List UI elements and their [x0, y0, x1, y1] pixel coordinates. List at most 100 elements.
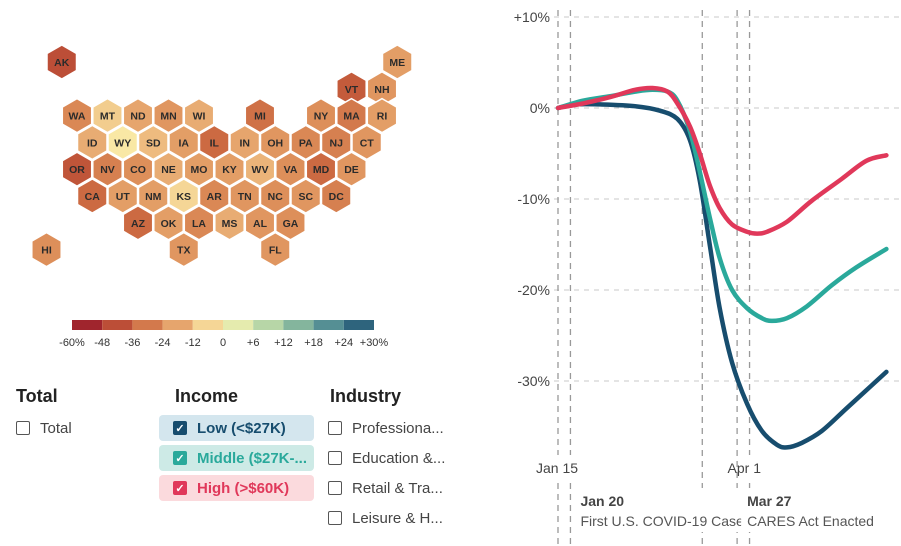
state-hex-wi[interactable]: WI: [183, 97, 215, 134]
state-hex-wa[interactable]: WA: [61, 97, 93, 134]
state-hex-shape[interactable]: [168, 178, 200, 214]
state-hex-shape[interactable]: [290, 124, 322, 161]
state-hex-ga[interactable]: GA: [275, 204, 306, 241]
state-hex-ia[interactable]: IA: [168, 124, 200, 161]
state-hex-de[interactable]: DE: [336, 151, 367, 188]
state-hex-va[interactable]: VA: [275, 151, 306, 188]
state-hex-shape[interactable]: [198, 124, 230, 161]
state-hex-shape[interactable]: [92, 151, 123, 188]
checkbox-checked-icon[interactable]: ✓: [173, 451, 187, 465]
state-hex-shape[interactable]: [153, 97, 184, 134]
state-hex-mt[interactable]: MT: [92, 97, 123, 134]
state-hex-ca[interactable]: CA: [76, 178, 108, 214]
state-hex-shape[interactable]: [153, 151, 184, 188]
state-hex-ri[interactable]: RI: [366, 97, 398, 134]
state-hex-shape[interactable]: [122, 97, 154, 134]
state-hex-co[interactable]: CO: [122, 151, 154, 188]
state-hex-shape[interactable]: [92, 97, 123, 134]
state-hex-shape[interactable]: [183, 97, 215, 134]
state-hex-shape[interactable]: [168, 124, 200, 161]
state-hex-shape[interactable]: [336, 151, 367, 188]
state-hex-shape[interactable]: [76, 124, 108, 161]
state-hex-ne[interactable]: NE: [153, 151, 184, 188]
state-hex-shape[interactable]: [183, 204, 215, 241]
state-hex-shape[interactable]: [275, 204, 306, 241]
state-hex-mn[interactable]: MN: [153, 97, 184, 134]
industry-option-education[interactable]: Education &...: [328, 445, 453, 471]
income-option-high[interactable]: ✓ High (>$60K): [159, 475, 314, 501]
checkbox-icon[interactable]: [328, 451, 342, 465]
state-hex-shape[interactable]: [305, 151, 337, 188]
state-hex-shape[interactable]: [351, 124, 383, 161]
state-hex-tn[interactable]: TN: [229, 178, 261, 214]
checkbox-checked-icon[interactable]: ✓: [173, 421, 187, 435]
state-hex-nj[interactable]: NJ: [320, 124, 352, 161]
state-hex-shape[interactable]: [259, 124, 291, 161]
state-hex-nd[interactable]: ND: [122, 97, 154, 134]
state-hex-shape[interactable]: [244, 97, 276, 134]
state-hex-ut[interactable]: UT: [107, 178, 139, 214]
state-hex-shape[interactable]: [214, 151, 245, 188]
state-hex-shape[interactable]: [305, 97, 337, 134]
income-option-low[interactable]: ✓ Low (<$27K): [159, 415, 314, 441]
industry-option-leisure[interactable]: Leisure & H...: [328, 505, 453, 531]
state-hex-shape[interactable]: [336, 97, 367, 134]
state-hex-ak[interactable]: AK: [46, 44, 78, 80]
state-hex-ma[interactable]: MA: [336, 97, 367, 134]
state-hex-wy[interactable]: WY: [107, 124, 139, 161]
state-hex-ky[interactable]: KY: [214, 151, 245, 188]
state-hex-or[interactable]: OR: [61, 151, 93, 188]
state-hex-ks[interactable]: KS: [168, 178, 200, 214]
checkbox-icon[interactable]: [328, 511, 342, 525]
state-hex-nc[interactable]: NC: [259, 178, 291, 214]
state-hex-vt[interactable]: VT: [336, 70, 367, 107]
industry-option-professional[interactable]: Professiona...: [328, 415, 453, 441]
state-hex-shape[interactable]: [46, 44, 78, 80]
state-hex-shape[interactable]: [61, 97, 93, 134]
state-hex-shape[interactable]: [31, 231, 62, 268]
state-hex-sc[interactable]: SC: [290, 178, 322, 214]
state-hex-shape[interactable]: [275, 151, 306, 188]
state-hex-fl[interactable]: FL: [259, 231, 291, 268]
state-hex-ok[interactable]: OK: [153, 204, 184, 241]
state-hex-shape[interactable]: [290, 178, 322, 214]
state-hex-nv[interactable]: NV: [92, 151, 123, 188]
state-hex-shape[interactable]: [168, 231, 200, 268]
state-hex-ny[interactable]: NY: [305, 97, 337, 134]
state-hex-al[interactable]: AL: [244, 204, 276, 241]
state-hex-shape[interactable]: [366, 97, 398, 134]
state-hex-shape[interactable]: [137, 124, 169, 161]
checkbox-icon[interactable]: [328, 481, 342, 495]
state-hex-shape[interactable]: [107, 124, 139, 161]
state-hex-shape[interactable]: [259, 231, 291, 268]
state-hex-shape[interactable]: [229, 178, 261, 214]
state-hex-id[interactable]: ID: [76, 124, 108, 161]
state-hex-shape[interactable]: [198, 178, 230, 214]
state-hex-shape[interactable]: [244, 204, 276, 241]
state-hex-shape[interactable]: [107, 178, 139, 214]
state-hex-il[interactable]: IL: [198, 124, 230, 161]
state-hex-shape[interactable]: [153, 204, 184, 241]
state-hex-shape[interactable]: [137, 178, 169, 214]
state-hex-tx[interactable]: TX: [168, 231, 200, 268]
industry-option-retail[interactable]: Retail & Tra...: [328, 475, 453, 501]
state-hex-ms[interactable]: MS: [214, 204, 245, 241]
state-hex-az[interactable]: AZ: [122, 204, 154, 241]
state-hex-shape[interactable]: [214, 204, 245, 241]
income-option-middle[interactable]: ✓ Middle ($27K-...: [159, 445, 314, 471]
state-hex-oh[interactable]: OH: [259, 124, 291, 161]
state-hex-shape[interactable]: [122, 204, 154, 241]
state-hex-hi[interactable]: HI: [31, 231, 62, 268]
state-hex-ct[interactable]: CT: [351, 124, 383, 161]
state-hex-nm[interactable]: NM: [137, 178, 169, 214]
state-hex-shape[interactable]: [122, 151, 154, 188]
state-hex-shape[interactable]: [61, 151, 93, 188]
state-hex-pa[interactable]: PA: [290, 124, 322, 161]
state-hex-shape[interactable]: [259, 178, 291, 214]
state-hex-shape[interactable]: [320, 178, 352, 214]
state-hex-sd[interactable]: SD: [137, 124, 169, 161]
state-hex-mo[interactable]: MO: [183, 151, 215, 188]
state-hex-wv[interactable]: WV: [244, 151, 276, 188]
state-hex-dc[interactable]: DC: [320, 178, 352, 214]
state-hex-me[interactable]: ME: [381, 44, 413, 80]
